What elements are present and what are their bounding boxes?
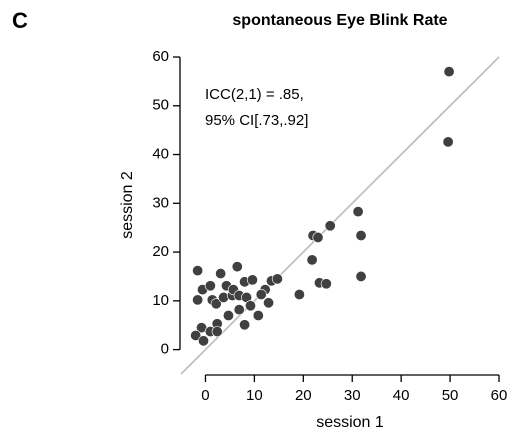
point — [263, 297, 275, 309]
point — [244, 300, 256, 312]
point — [320, 278, 332, 290]
point — [192, 265, 204, 277]
point — [352, 206, 364, 218]
x-tick-label: 0 — [201, 387, 209, 404]
x-tick-label: 60 — [491, 387, 508, 404]
x-tick-label: 20 — [295, 387, 312, 404]
point — [355, 270, 367, 282]
point — [190, 329, 202, 341]
point — [355, 229, 367, 241]
point — [246, 274, 258, 286]
point — [215, 268, 227, 280]
point — [233, 304, 245, 316]
x-tick-label: 30 — [344, 387, 361, 404]
annotation: 95% CI[.73,.92] — [205, 112, 308, 129]
point — [211, 326, 223, 338]
point — [192, 294, 204, 306]
point — [231, 261, 243, 273]
annotation: ICC(2,1) = .85, — [205, 86, 304, 103]
x-axis-label: session 1 — [316, 414, 384, 431]
point — [239, 319, 251, 331]
y-tick-label: 60 — [152, 48, 169, 65]
point — [255, 289, 267, 301]
point — [442, 136, 454, 148]
point — [443, 66, 455, 78]
x-tick-label: 50 — [442, 387, 459, 404]
x-tick-label: 40 — [393, 387, 410, 404]
y-tick-label: 0 — [161, 341, 169, 358]
point — [198, 335, 210, 347]
panel-label: C — [12, 8, 28, 33]
point — [312, 231, 324, 243]
point — [306, 254, 318, 266]
y-tick-label: 30 — [152, 194, 169, 211]
y-tick-label: 20 — [152, 243, 169, 260]
point — [204, 280, 216, 292]
point — [222, 309, 234, 321]
point — [252, 309, 264, 321]
point — [293, 289, 305, 301]
point — [324, 220, 336, 232]
identity-line — [180, 56, 500, 375]
y-tick-label: 50 — [152, 97, 169, 114]
point — [271, 273, 283, 285]
y-axis-label: session 2 — [119, 171, 136, 239]
y-tick-label: 40 — [152, 146, 169, 163]
y-tick-label: 10 — [152, 292, 169, 309]
chart-title: spontaneous Eye Blink Rate — [232, 12, 447, 29]
x-tick-label: 10 — [246, 387, 263, 404]
point — [210, 298, 222, 310]
